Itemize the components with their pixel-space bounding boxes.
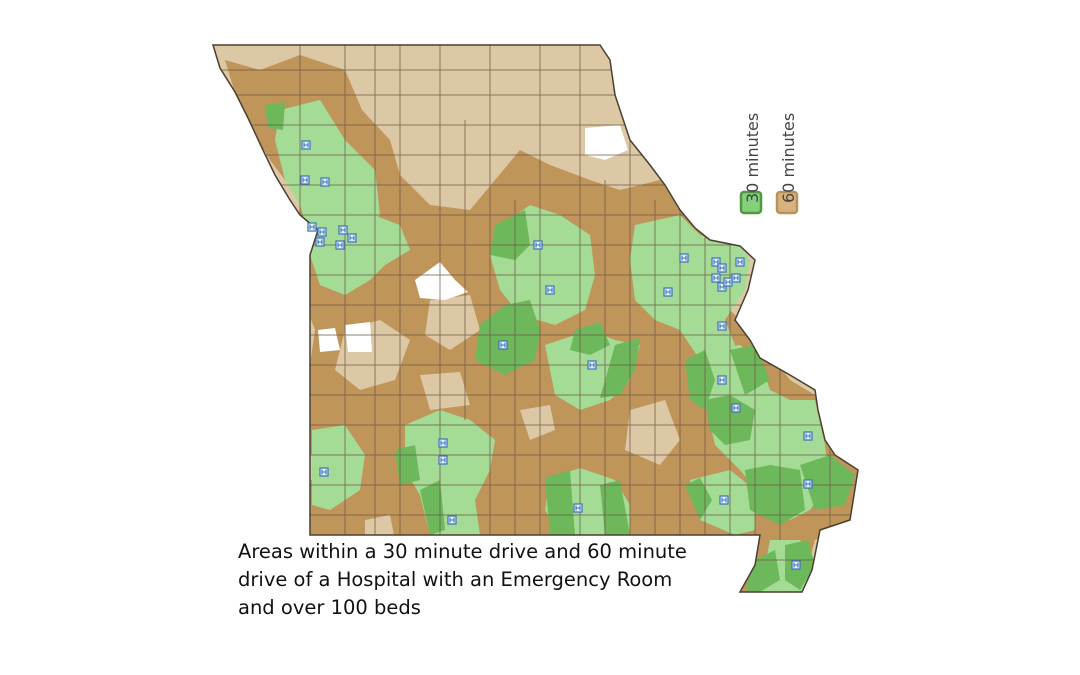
hospital-h-icon — [307, 222, 317, 232]
hospital-h-icon — [317, 227, 327, 237]
hospital-h-icon — [731, 273, 741, 283]
hospital-h-icon — [803, 479, 813, 489]
hospital-h-icon — [717, 375, 727, 385]
legend-swatch-30-minutes — [739, 190, 763, 215]
hospital-h-icon — [717, 321, 727, 331]
legend — [739, 190, 799, 215]
hospital-h-icon — [679, 253, 689, 263]
hospital-h-icon — [320, 177, 330, 187]
hospital-h-icon — [587, 360, 597, 370]
hospital-h-icon — [573, 503, 583, 513]
caption-line-1: Areas within a 30 minute drive and 60 mi… — [238, 540, 687, 563]
hospital-h-icon — [717, 282, 727, 292]
coverage-zones — [213, 45, 858, 592]
hospital-h-icon — [498, 340, 508, 350]
hospital-h-icon — [663, 287, 673, 297]
hospital-h-icon — [803, 431, 813, 441]
hospital-h-icon — [719, 495, 729, 505]
uncovered-areas — [318, 125, 628, 352]
hospital-h-icon — [338, 225, 348, 235]
hospital-h-icon — [301, 140, 311, 150]
hospital-h-icon — [533, 240, 543, 250]
hospital-h-icon — [711, 273, 721, 283]
hospital-h-icon — [319, 467, 329, 477]
hospital-h-icon — [438, 438, 448, 448]
hospital-h-icon — [335, 240, 345, 250]
map-caption: Areas within a 30 minute drive and 60 mi… — [238, 538, 798, 622]
hospital-h-icon — [791, 560, 801, 570]
hospital-h-icon — [735, 257, 745, 267]
legend-swatch-60-minutes — [775, 190, 799, 215]
hospital-h-icon — [711, 257, 721, 267]
hospital-h-icon — [438, 455, 448, 465]
county-borders — [213, 45, 858, 561]
hospital-h-icon — [723, 277, 733, 287]
hospital-h-icon — [347, 233, 357, 243]
caption-line-3: and over 100 beds — [238, 596, 421, 619]
legend-label-60-minutes: 60 minutes — [779, 112, 798, 203]
legend-label-30-minutes: 30 minutes — [743, 112, 762, 203]
hospital-h-icon — [731, 403, 741, 413]
hospital-h-icon — [545, 285, 555, 295]
hospital-markers — [300, 140, 813, 570]
caption-line-2: drive of a Hospital with an Emergency Ro… — [238, 568, 673, 591]
hospital-h-icon — [315, 237, 325, 247]
hospital-h-icon — [300, 175, 310, 185]
hospital-h-icon — [447, 515, 457, 525]
hospital-h-icon — [717, 263, 727, 273]
